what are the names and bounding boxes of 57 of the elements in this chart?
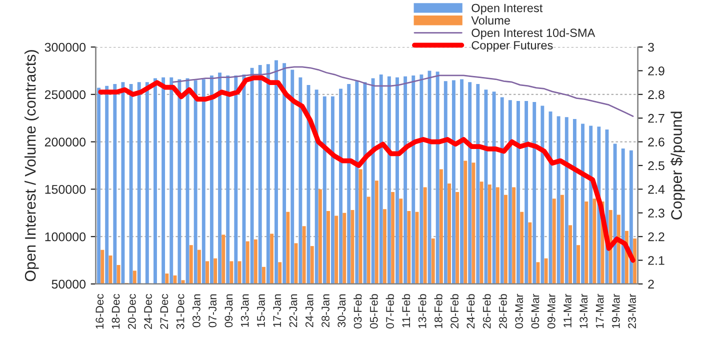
x-tick-label: 18-Feb bbox=[434, 294, 442, 328]
legend-label: Copper Futures bbox=[472, 41, 553, 52]
x-tick-label: 17-Jan bbox=[273, 294, 282, 327]
y2-axis-title: Copper $/pound bbox=[670, 112, 685, 220]
x-tick-label: 31-Dec bbox=[176, 294, 184, 330]
x-tick-label: 20-Dec bbox=[128, 294, 136, 329]
y2-tick-label: 2.5 bbox=[648, 161, 664, 170]
x-tick-label: 22-Jan bbox=[289, 294, 298, 328]
y2-tick-label: 2.8 bbox=[648, 90, 664, 100]
x-tick-label: 07-Feb bbox=[386, 294, 394, 328]
x-tick-label: 24-Jan bbox=[305, 294, 314, 328]
legend-label: Volume bbox=[471, 16, 510, 25]
x-tick-label: 18-Dec bbox=[112, 294, 120, 329]
x-tick-label: 27-Dec bbox=[160, 294, 168, 329]
y2-tick-label: 2.2 bbox=[648, 232, 664, 242]
x-tick-label: 13-Jan bbox=[240, 294, 249, 327]
y2-tick-label: 2.6 bbox=[648, 138, 664, 146]
x-tick-label: 24-Feb bbox=[466, 294, 475, 328]
x-tick-label: 09-Jan bbox=[224, 294, 233, 328]
x-tick-label: 03-Mar bbox=[515, 294, 524, 328]
x-tick-label: 28-Feb bbox=[498, 294, 507, 328]
x-tick-label: 03-Feb bbox=[354, 294, 362, 328]
legend-label: Open Interest bbox=[472, 4, 543, 15]
x-tick-label: 28-Jan bbox=[322, 294, 330, 328]
y2-tick-label: 3 bbox=[648, 42, 654, 52]
legend-label: Open Interest 10d-SMA bbox=[472, 28, 596, 40]
y2-tick-label: 2.3 bbox=[648, 208, 664, 218]
x-tick-label: 09-Mar bbox=[547, 294, 556, 328]
y2-tick-label: 2.7 bbox=[648, 114, 664, 123]
x-tick-label: 03-Jan bbox=[192, 294, 200, 328]
y2-tick-label: 2.4 bbox=[648, 184, 665, 194]
y-tick-label: 300000 bbox=[44, 42, 86, 52]
x-tick-label: 07-Jan bbox=[208, 294, 216, 328]
y2-tick-label: 2.1 bbox=[648, 256, 664, 265]
x-tick-label: 16-Dec bbox=[96, 294, 104, 329]
y-tick-label: 50000 bbox=[52, 280, 86, 289]
x-tick-label: 13-Mar bbox=[580, 294, 588, 328]
y-tick-label: 250000 bbox=[44, 90, 86, 100]
x-tick-label: 15-Jan bbox=[257, 294, 265, 327]
y-axis-title: Open Interest / Volume (contracts) bbox=[24, 50, 39, 282]
x-tick-label: 05-Mar bbox=[531, 294, 540, 328]
x-tick-label: 24-Dec bbox=[144, 294, 152, 329]
x-tick-label: 30-Jan bbox=[338, 294, 346, 328]
x-tick-label: 23-Mar bbox=[628, 294, 636, 328]
x-tick-label: 26-Feb bbox=[482, 294, 491, 328]
x-tick-label: 05-Feb bbox=[370, 294, 378, 328]
y2-tick-label: 2 bbox=[648, 280, 654, 288]
x-tick-label: 20-Feb bbox=[450, 294, 458, 328]
x-tick-label: 19-Mar bbox=[612, 294, 620, 328]
x-tick-label: 17-Mar bbox=[596, 294, 604, 328]
x-tick-label: 11-Mar bbox=[564, 294, 572, 328]
y-tick-label: 100000 bbox=[45, 232, 86, 242]
y-tick-label: 150000 bbox=[45, 184, 86, 194]
x-tick-label: 13-Feb bbox=[418, 294, 426, 328]
x-tick-label: 11-Feb bbox=[402, 294, 410, 328]
y2-tick-label: 2.9 bbox=[648, 66, 664, 76]
y-tick-label: 200000 bbox=[44, 138, 86, 146]
